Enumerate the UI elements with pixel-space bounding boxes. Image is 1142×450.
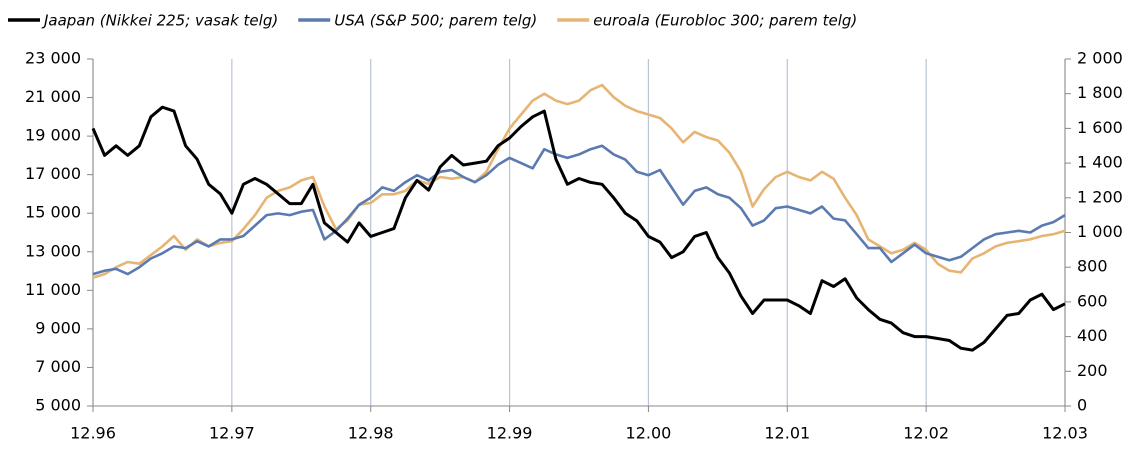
y2-tick-label: 400 xyxy=(1077,326,1108,345)
y-tick-label: 9 000 xyxy=(35,318,81,337)
x-tick-label: 12.00 xyxy=(626,424,672,443)
y-tick-label: 13 000 xyxy=(25,241,81,260)
x-tick-label: 12.03 xyxy=(1042,424,1088,443)
y2-tick-label: 800 xyxy=(1077,257,1108,276)
y2-tick-label: 1 600 xyxy=(1077,118,1123,137)
y-tick-label: 15 000 xyxy=(25,203,81,222)
y2-tick-label: 600 xyxy=(1077,291,1108,310)
legend-label: euroala (Eurobloc 300; parem telg) xyxy=(593,12,857,30)
y-tick-label: 7 000 xyxy=(35,357,81,376)
line-series xyxy=(92,144,1066,276)
y-tick-label: 19 000 xyxy=(25,126,81,145)
y2-tick-label: 1 200 xyxy=(1077,187,1123,206)
y2-tick-label: 200 xyxy=(1077,361,1108,380)
y-tick-label: 5 000 xyxy=(35,396,81,415)
y2-tick-label: 1 400 xyxy=(1077,153,1123,172)
y2-tick-label: 1 800 xyxy=(1077,83,1123,102)
x-tick-label: 12.98 xyxy=(348,424,394,443)
x-tick-label: 12.02 xyxy=(903,424,949,443)
y-tick-label: 11 000 xyxy=(25,280,81,299)
line-series xyxy=(92,83,1066,279)
x-tick-label: 12.97 xyxy=(209,424,255,443)
y-tick-label: 21 000 xyxy=(25,87,81,106)
line-series xyxy=(91,105,1066,352)
y2-tick-label: 0 xyxy=(1077,396,1087,415)
y2-tick-label: 2 000 xyxy=(1077,49,1123,68)
y-tick-label: 17 000 xyxy=(25,164,81,183)
y-tick-label: 23 000 xyxy=(25,49,81,68)
x-tick-label: 12.01 xyxy=(764,424,810,443)
x-tick-label: 12.99 xyxy=(487,424,533,443)
y2-tick-label: 1 000 xyxy=(1077,222,1123,241)
legend-label: Jaapan (Nikkei 225; vasak telg) xyxy=(41,12,278,30)
x-tick-label: 12.96 xyxy=(70,424,116,443)
legend-label: USA (S&P 500; parem telg) xyxy=(334,12,537,30)
